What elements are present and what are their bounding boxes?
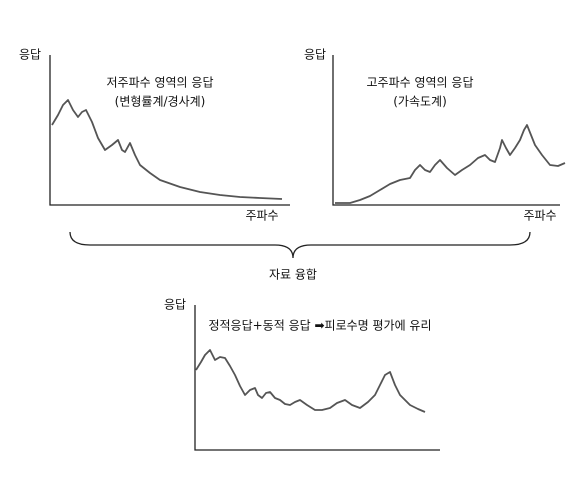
x-label: 주파수 bbox=[523, 209, 556, 223]
result-panel: 응답 정적응답+동적 응답 ➡피로수명 평가에 유리 bbox=[164, 298, 440, 451]
x-label: 주파수 bbox=[245, 209, 278, 223]
panel-title: 저주파수 영역의 응답 bbox=[107, 76, 214, 90]
y-label: 응답 bbox=[19, 48, 41, 62]
y-label: 응답 bbox=[304, 48, 326, 62]
panel-title: 고주파수 영역의 응답 bbox=[367, 76, 474, 90]
panel-subtitle: (변형률계/경사계) bbox=[115, 95, 206, 109]
result-title: 정적응답+동적 응답 ➡피로수명 평가에 유리 bbox=[208, 319, 431, 333]
response-curve bbox=[195, 349, 426, 413]
fusion-label: 자료 융합 bbox=[269, 268, 317, 282]
axes bbox=[332, 55, 560, 206]
panel-subtitle: (가속도계) bbox=[393, 95, 447, 109]
high-frequency-panel: 응답 고주파수 영역의 응답 (가속도계) 주파수 bbox=[304, 48, 566, 223]
response-curve bbox=[51, 99, 283, 200]
y-label: 응답 bbox=[164, 298, 186, 312]
low-frequency-panel: 응답 저주파수 영역의 응답 (변형률계/경사계) 주파수 bbox=[19, 48, 290, 223]
response-curve bbox=[335, 124, 566, 204]
brace bbox=[69, 231, 531, 259]
axes bbox=[194, 305, 440, 451]
axes bbox=[49, 55, 290, 206]
